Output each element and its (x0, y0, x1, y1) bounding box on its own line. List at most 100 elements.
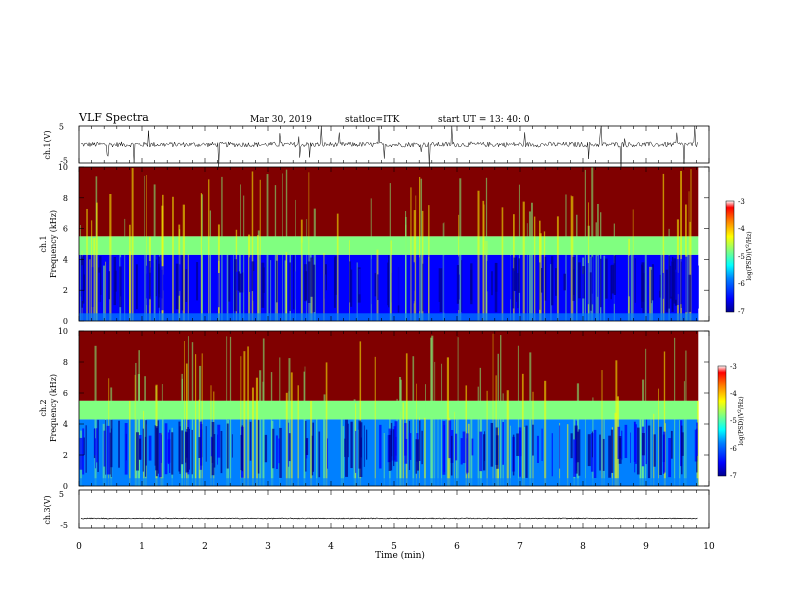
ch1-cbar-tick-5: -5 (738, 253, 745, 261)
x-tick-label: 9 (643, 542, 649, 552)
spectrogram-dark-streak (621, 430, 623, 460)
spectrogram-burst (410, 187, 412, 321)
spectrogram-dark-streak (240, 434, 243, 470)
spectrogram-dark-streak (379, 424, 382, 469)
spectrogram-burst (240, 356, 242, 486)
spectrogram-dark-streak (181, 430, 184, 465)
x-axis-label: Time (min) (375, 550, 425, 561)
spectrogram-dark-streak (513, 257, 517, 291)
spectrogram-dark-streak (347, 423, 349, 458)
spectrogram-burst (556, 216, 559, 321)
spectrogram-dark-streak (292, 255, 295, 310)
spectrogram-dark-streak (450, 435, 453, 476)
spectrogram-dark-streak (249, 421, 252, 461)
spectrogram-dark-streak (288, 422, 290, 467)
spectrogram-burst (539, 233, 542, 321)
spectrogram-dark-streak (272, 428, 275, 469)
spectrogram-dark-streak (443, 255, 447, 313)
spectrogram-burst (418, 176, 421, 321)
spectrogram-dark-streak (159, 261, 162, 311)
spectrogram-dark-streak (423, 262, 427, 309)
spectrogram-burst (518, 184, 520, 321)
spectrogram-dark-streak (288, 433, 291, 462)
spectrogram-dark-streak (388, 255, 390, 308)
spectrogram-burst (601, 370, 603, 486)
spectrogram-dark-streak (461, 260, 463, 312)
spectrogram-burst (285, 252, 288, 321)
spectrogram-dark-streak (412, 263, 415, 304)
x-tick-label: 4 (328, 542, 334, 552)
spectrogram-dark-streak (539, 262, 541, 310)
spectrogram-dark-streak (559, 425, 561, 469)
spectrogram-dark-streak (158, 267, 161, 298)
spectrogram-dark-streak (155, 428, 158, 477)
spectrogram-burst (208, 179, 210, 321)
spectrogram-dark-streak (144, 436, 147, 477)
spectrogram-burst (301, 242, 303, 321)
ch2-cbar-tick-4: -4 (730, 390, 737, 398)
spectrogram-dark-streak (293, 271, 296, 300)
spectrogram-dark-streak (645, 419, 648, 465)
spectrogram-burst (162, 412, 164, 486)
spectrogram-dark-streak (278, 438, 280, 464)
spectrogram-burst (257, 230, 260, 321)
spectrogram-dark-streak (418, 257, 420, 312)
ch3-waveform-panel: 5 -5 ch.3(V) (43, 489, 710, 530)
spectrogram-dark-streak (218, 273, 220, 308)
spectrogram-dark-streak (630, 432, 631, 463)
spectrogram-burst (544, 380, 547, 486)
spectrogram-burst (459, 178, 462, 321)
spectrogram-burst (688, 191, 690, 321)
spectrogram-dark-streak (264, 434, 268, 463)
start-time-label: start UT = 13: 40: 0 (438, 115, 530, 125)
spectrogram-burst (251, 387, 254, 486)
spectrogram-burst (690, 169, 692, 321)
spectrogram-burst (522, 201, 525, 321)
spectrogram-dark-streak (486, 260, 490, 292)
spectrogram-burst (398, 376, 402, 486)
spectrogram-burst (91, 220, 93, 321)
spectrogram-dark-streak (161, 266, 164, 311)
spectrogram-burst (420, 178, 423, 321)
spectrogram-dark-streak (540, 267, 543, 293)
ch1-ytick-top: 5 (59, 123, 64, 132)
spectrogram-dark-streak (670, 430, 673, 459)
spectrogram-dark-streak (619, 265, 622, 305)
spectrogram-dark-streak (310, 257, 314, 297)
spectrogram-dark-streak (108, 271, 111, 300)
ch1-ytick-bottom: -5 (60, 157, 68, 166)
y-tick-label: 6 (63, 389, 68, 398)
spectrogram-dark-streak (471, 438, 474, 456)
spectrogram-dark-streak (567, 274, 570, 295)
spectrogram-dark-streak (470, 263, 473, 305)
spectrogram-dark-streak (659, 274, 661, 298)
spectrogram-dark-streak (404, 438, 408, 464)
spectrogram-dark-streak (633, 421, 636, 462)
spectrogram-dark-streak (438, 268, 440, 302)
spectrogram-burst (509, 425, 511, 486)
spectrogram-dark-streak (479, 431, 483, 472)
spectrogram-dark-streak (570, 433, 573, 459)
spectrogram-dark-streak (439, 268, 443, 312)
spectrogram-burst (308, 172, 310, 321)
ch3-wave-ylabel: ch.3(V) (43, 495, 52, 524)
spectrogram-burst (210, 385, 212, 486)
spectrogram-dark-streak (587, 263, 589, 305)
spectrogram-dark-streak (249, 257, 251, 292)
spectrogram-dark-streak (321, 264, 323, 305)
ch2-cbar-tick-3: -3 (730, 363, 737, 371)
spectrogram-dark-streak (181, 255, 184, 311)
spectrogram-dark-streak (593, 429, 597, 479)
spectrogram-dark-streak (647, 425, 651, 479)
ch1-spectrogram-panel: 0 2 4 6 8 10 ch.1 Frequency (kHz) -3 -4 -5 -6… (39, 163, 753, 326)
spectrogram-burst (183, 340, 185, 486)
spectrogram-burst (650, 407, 652, 486)
spectrogram-dark-streak (466, 433, 469, 473)
spectrogram-dark-streak (697, 265, 699, 309)
spectrogram-dark-streak (234, 259, 237, 312)
ch2-cbar-tick-5: -5 (730, 417, 737, 425)
ch1-cbar-tick-3: -3 (738, 198, 745, 206)
spectrogram-dark-streak (237, 271, 240, 291)
spectrogram-burst (526, 223, 528, 321)
